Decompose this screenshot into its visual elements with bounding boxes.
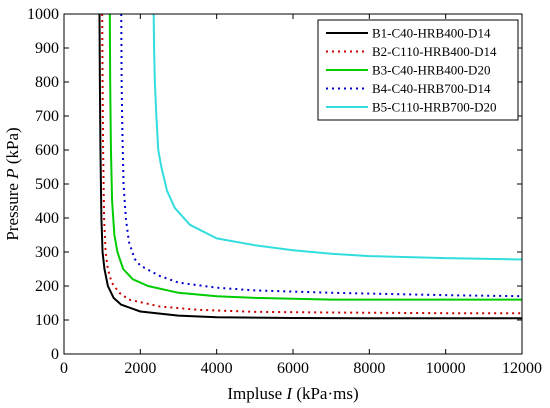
series-line-3 bbox=[108, 13, 522, 301]
x-tick-label: 12000 bbox=[502, 360, 542, 377]
x-axis-title-prefix: Impluse bbox=[227, 384, 286, 403]
x-tick-label: 4000 bbox=[201, 360, 233, 377]
y-tick-label: 600 bbox=[35, 142, 59, 159]
y-tick-label: 500 bbox=[35, 176, 59, 193]
x-axis-title-suffix: (kPa·ms) bbox=[292, 384, 359, 403]
ticks-layer: 0 2000 4000 6000 8000 10000 12000 0 100 200 300 400… bbox=[27, 6, 542, 377]
y-tick-label: 200 bbox=[35, 278, 59, 295]
series-line-1 bbox=[98, 13, 522, 320]
x-axis-title: Impluse I (kPa·ms) bbox=[227, 384, 358, 403]
y-axis-title: Pressure P (kPa) bbox=[3, 127, 22, 240]
y-tick-label: 800 bbox=[35, 74, 59, 91]
y-tick-label: 900 bbox=[35, 40, 59, 57]
x-tick-label: 2000 bbox=[124, 360, 156, 377]
legend-label-4: B4-C40-HRB700-D14 bbox=[372, 81, 491, 96]
y-axis-title-prefix: Pressure bbox=[3, 179, 22, 241]
legend-label-2: B2-C110-HRB400-D14 bbox=[372, 44, 497, 59]
legend: B1-C40-HRB400-D14 B2-C110-HRB400-D14 B3-C4… bbox=[317, 19, 519, 121]
series-layer bbox=[98, 13, 523, 320]
legend-label-3: B3-C40-HRB400-D20 bbox=[372, 63, 490, 78]
y-tick-label: 700 bbox=[35, 108, 59, 125]
y-tick-label: 400 bbox=[35, 210, 59, 227]
y-axis-title-var: P bbox=[3, 168, 22, 179]
x-tick-label: 8000 bbox=[353, 360, 385, 377]
legend-label-5: B5-C110-HRB700-D20 bbox=[372, 100, 496, 115]
series-line-5 bbox=[152, 13, 523, 261]
x-tick-label: 6000 bbox=[277, 360, 309, 377]
x-axis-title-var: I bbox=[285, 384, 293, 403]
y-tick-label: 1000 bbox=[27, 6, 59, 23]
y-tick-label: 300 bbox=[35, 244, 59, 261]
y-tick-label: 0 bbox=[51, 346, 59, 363]
y-axis-title-suffix: (kPa) bbox=[3, 127, 22, 168]
x-tick-label: 10000 bbox=[426, 360, 466, 377]
x-tick-label: 0 bbox=[60, 360, 68, 377]
y-tick-label: 100 bbox=[35, 312, 59, 329]
legend-label-1: B1-C40-HRB400-D14 bbox=[372, 26, 491, 41]
series-line-2 bbox=[101, 13, 522, 315]
